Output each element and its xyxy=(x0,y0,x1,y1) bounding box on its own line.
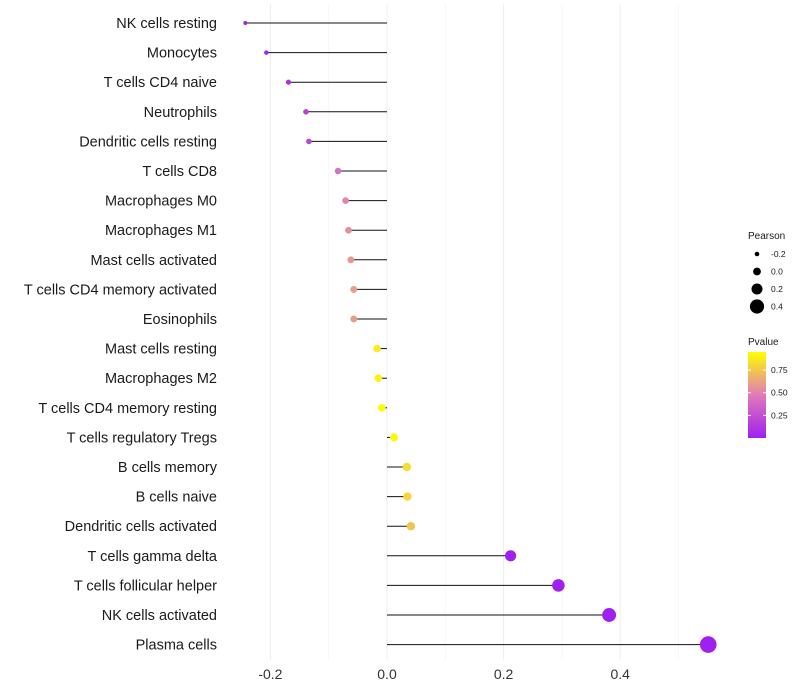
category-label: Macrophages M0 xyxy=(105,194,217,210)
lollipop-dot xyxy=(699,636,717,653)
x-axis-tick-labels: -0.2 0.0 0.2 0.4 xyxy=(258,666,630,682)
size-legend-key xyxy=(751,283,763,295)
color-legend-label: 0.75 xyxy=(771,365,788,375)
size-legend-label: 0.0 xyxy=(771,267,783,277)
lollipop-dot xyxy=(374,374,383,382)
x-tick-label: 0.4 xyxy=(610,666,630,682)
legends: Pearson -0.2 0.0 0.2 0.4 Pvalue 0.25 0.50 0.7… xyxy=(748,231,788,438)
category-label: NK cells activated xyxy=(102,608,217,624)
size-legend-label: 0.4 xyxy=(771,302,783,312)
size-legend: -0.2 0.0 0.2 0.4 xyxy=(749,249,786,314)
lollipop-dot xyxy=(243,21,248,25)
category-label: T cells regulatory Tregs xyxy=(67,430,217,446)
category-label: Monocytes xyxy=(147,46,217,62)
category-label: T cells CD4 memory activated xyxy=(24,282,217,298)
lollipop-dot xyxy=(342,197,349,204)
lollipop-dot xyxy=(390,433,398,442)
category-label: Plasma cells xyxy=(136,638,217,654)
size-legend-title: Pearson xyxy=(748,231,785,242)
lollipop-dot xyxy=(350,285,358,293)
lollipop-dots xyxy=(243,21,717,653)
color-legend-label: 0.25 xyxy=(771,410,788,420)
color-legend-label: 0.50 xyxy=(771,388,788,398)
x-tick-label: -0.2 xyxy=(258,666,282,682)
category-label: Neutrophils xyxy=(144,105,217,121)
category-label: B cells memory xyxy=(118,460,218,476)
lollipop-dot xyxy=(406,521,416,531)
lollipop-dot xyxy=(345,226,352,234)
category-label: B cells naive xyxy=(136,490,217,506)
lollipop-stems xyxy=(245,22,709,646)
lollipop-dot xyxy=(602,608,617,622)
size-legend-label: 0.2 xyxy=(771,284,783,294)
category-label: T cells follicular helper xyxy=(74,578,217,594)
lollipop-dot xyxy=(303,109,309,115)
lollipop-dot xyxy=(377,403,386,412)
category-label: Dendritic cells activated xyxy=(65,519,217,535)
category-label: Dendritic cells resting xyxy=(79,134,217,150)
lollipop-dot xyxy=(403,492,412,501)
category-label: Macrophages M1 xyxy=(105,223,217,239)
category-label: Eosinophils xyxy=(143,312,217,328)
lollipop-dot xyxy=(373,344,381,353)
grid-lines xyxy=(269,4,679,660)
size-legend-key xyxy=(754,251,760,257)
color-legend: 0.25 0.50 0.75 xyxy=(748,365,788,420)
category-label: Mast cells activated xyxy=(90,253,217,269)
lollipop-dot xyxy=(402,462,411,472)
category-label: T cells CD8 xyxy=(142,164,217,180)
color-legend-title: Pvalue xyxy=(748,337,779,348)
lollipop-dot xyxy=(306,138,312,145)
lollipop-dot xyxy=(285,79,292,85)
category-label: NK cells resting xyxy=(116,16,217,32)
lollipop-dot xyxy=(505,550,517,562)
category-labels: NK cells resting Monocytes T cells CD4 nai… xyxy=(24,16,218,654)
category-label: Macrophages M2 xyxy=(105,371,217,387)
size-legend-key xyxy=(753,267,761,276)
lollipop-dot xyxy=(264,50,269,55)
category-label: Mast cells resting xyxy=(105,342,217,358)
lollipop-dot xyxy=(552,579,565,592)
category-label: T cells CD4 memory resting xyxy=(38,401,217,417)
size-legend-key xyxy=(749,299,765,314)
x-tick-label: 0.2 xyxy=(494,666,514,682)
lollipop-dot xyxy=(347,256,355,264)
category-label: T cells CD4 naive xyxy=(104,75,217,91)
x-tick-label: 0.0 xyxy=(377,666,397,682)
lollipop-dot xyxy=(350,315,358,323)
lollipop-dot xyxy=(334,167,342,175)
color-legend-gradient-bar xyxy=(748,352,766,438)
size-legend-label: -0.2 xyxy=(771,249,786,259)
category-label: T cells gamma delta xyxy=(88,549,218,565)
